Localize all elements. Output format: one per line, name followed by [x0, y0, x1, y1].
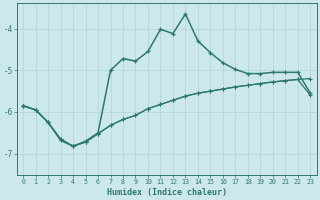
- X-axis label: Humidex (Indice chaleur): Humidex (Indice chaleur): [107, 188, 227, 197]
